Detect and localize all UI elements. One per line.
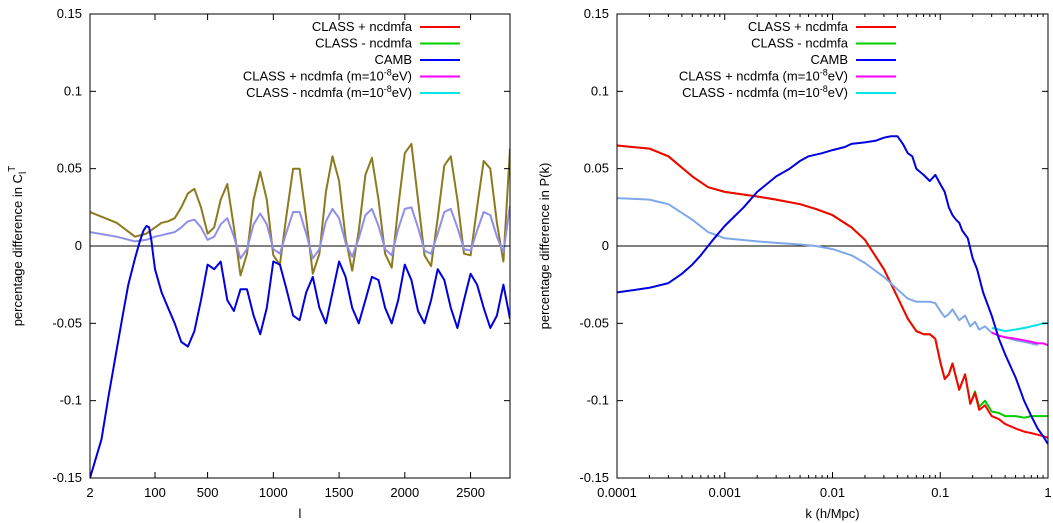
series-line-1 (90, 205, 510, 260)
legend-superscript: -8 (384, 84, 392, 94)
y-axis-label: percentage difference in P(k) (537, 163, 552, 330)
x-tick-label: 0.1 (931, 485, 949, 500)
series-group (90, 142, 510, 478)
y-tick-label: 0.1 (591, 83, 609, 98)
legend-label-2: CAMB (810, 52, 848, 67)
legend-label-2: CAMB (374, 52, 412, 67)
y-tick-label: -0.05 (579, 315, 609, 330)
series-line-2 (90, 224, 510, 478)
legend-text: CLASS + ncdmfa (m=10 (243, 69, 384, 84)
legend-text: CLASS - ncdmfa (m=10 (682, 85, 820, 100)
legend-text: eV) (828, 69, 848, 84)
legend-label-0: CLASS + ncdmfa (748, 19, 849, 34)
series-line-4 (991, 331, 1048, 346)
x-axis-label: l (299, 506, 302, 521)
y-tick-label: 0.05 (57, 161, 82, 176)
y-axis-label: percentage difference in ClT (7, 166, 29, 327)
series-line-1 (617, 144, 1048, 439)
series-group (617, 135, 1048, 445)
y-tick-label: -0.1 (60, 393, 82, 408)
legend-label-0: CLASS + ncdmfa (312, 19, 413, 34)
y-tick-label: 0.15 (584, 6, 609, 21)
legend-label-1: CLASS - ncdmfa (751, 36, 849, 51)
legend-superscript: -8 (820, 68, 828, 78)
x-tick-label: 100 (144, 485, 166, 500)
legend-label-4: CLASS - ncdmfa (m=10-8eV) (246, 84, 412, 100)
legend-label-4: CLASS - ncdmfa (m=10-8eV) (682, 84, 848, 100)
pk-difference-panel: -0.15 -0.1 -0.05 0 0.05 0.1 0.15 0.0001 0.001 0.0… (537, 6, 1052, 521)
x-tick-label: 0.001 (708, 485, 741, 500)
x-tick-label: 2 (86, 485, 93, 500)
y-axis-label-main: percentage difference in C (10, 174, 25, 326)
x-axis-label: k (h/Mpc) (805, 506, 859, 521)
series-line-3 (991, 322, 1048, 333)
series-line-0 (90, 142, 510, 277)
x-tick-label: 2000 (390, 485, 419, 500)
legend-text: eV) (392, 85, 412, 100)
legend-text: eV) (392, 69, 412, 84)
y-tick-label: -0.15 (579, 470, 609, 485)
x-tick-label: 1500 (325, 485, 354, 500)
legend-text: CLASS - ncdmfa (m=10 (246, 85, 384, 100)
x-tick-label: 0.01 (820, 485, 845, 500)
y-axis-label-main: percentage difference in P(k) (537, 163, 552, 330)
x-tick-label: 2500 (456, 485, 485, 500)
cl-difference-panel: -0.15 -0.1 -0.05 0 0.05 0.1 0.15 2 100 500 1000 150… (7, 6, 511, 521)
legend-text: eV) (828, 85, 848, 100)
legend-superscript: -8 (820, 84, 828, 94)
y-tick-label: 0 (75, 238, 82, 253)
x-tick-label: 0.0001 (597, 485, 637, 500)
x-tick-label: 1 (1044, 485, 1051, 500)
y-tick-label: 0.15 (57, 6, 82, 21)
y-tick-label: -0.15 (52, 470, 82, 485)
legend-label-1: CLASS - ncdmfa (315, 36, 413, 51)
y-tick-label: -0.05 (52, 315, 82, 330)
y-axis-label-sup: T (7, 166, 18, 172)
series-line-0 (617, 144, 1048, 419)
series-line-5 (617, 135, 1048, 445)
x-tick-label: 1000 (259, 485, 288, 500)
y-tick-label: -0.1 (587, 393, 609, 408)
legend-label-3: CLASS + ncdmfa (m=10-8eV) (243, 68, 412, 84)
y-tick-label: 0.1 (64, 83, 82, 98)
y-axis-label-sub: l (18, 172, 29, 174)
legend-label-3: CLASS + ncdmfa (m=10-8eV) (679, 68, 848, 84)
y-tick-label: 0.05 (584, 161, 609, 176)
legend-text: CLASS + ncdmfa (m=10 (679, 69, 820, 84)
legend-superscript: -8 (384, 68, 392, 78)
x-tick-label: 500 (197, 485, 219, 500)
y-tick-label: 0 (602, 238, 609, 253)
series-line-2 (617, 197, 1038, 346)
